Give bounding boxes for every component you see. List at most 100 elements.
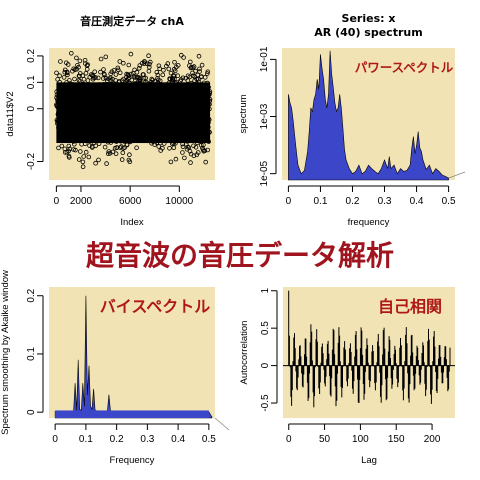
data-point [143, 75, 149, 81]
data-point [102, 144, 108, 150]
data-point [117, 70, 123, 76]
acf-bars [288, 290, 451, 408]
data-point [134, 69, 140, 75]
data-point [168, 70, 174, 76]
data-point [149, 76, 155, 82]
data-point [61, 75, 67, 80]
x-axis-label: Frequency [110, 455, 155, 466]
dense-point-band [56, 82, 211, 144]
y-tick-label: 0.5 [260, 321, 271, 335]
data-point [78, 149, 83, 154]
x-tick-label: 10000 [165, 196, 193, 207]
y-tick-label: 0.1 [26, 75, 37, 89]
chart-bispectrum: 0 0.1 0.2 0.3 0.4 0.5 0 0.1 0.2 Frequency Spectrum… [0, 270, 230, 466]
x-tick-label: 6000 [119, 196, 142, 207]
y-tick-label: 0 [26, 409, 37, 415]
chart-title: Series: x [342, 12, 396, 25]
data-point [81, 154, 86, 159]
data-point [73, 147, 78, 153]
bispectrum-tail [214, 417, 230, 431]
data-point [74, 55, 79, 61]
data-point [202, 75, 208, 80]
x-tick-label: 100 [352, 434, 369, 445]
data-point [58, 59, 63, 64]
chart-title: 音圧測定データ chA [80, 14, 184, 28]
data-point [168, 159, 174, 165]
data-point [54, 70, 59, 76]
data-point [127, 152, 132, 158]
data-point [98, 69, 103, 75]
x-tick-label: 0.1 [79, 434, 93, 445]
data-point [191, 64, 197, 69]
data-point [96, 157, 101, 163]
overlay-label: バイスペクトル [100, 297, 210, 316]
data-point [188, 59, 193, 65]
data-point [103, 75, 109, 81]
data-point [56, 145, 61, 151]
y-tick-label: 1e-05 [259, 160, 270, 186]
x-tick-label: 0 [52, 434, 58, 445]
data-point [127, 159, 133, 165]
data-point [67, 78, 72, 83]
x-tick-label: 150 [388, 434, 405, 445]
data-point [83, 71, 89, 76]
data-point [113, 151, 119, 157]
data-point [175, 73, 181, 78]
y-tick-label: -0.5 [260, 394, 271, 412]
data-point [180, 75, 186, 81]
data-point [172, 76, 177, 81]
data-point [114, 145, 120, 150]
y-axis-label: Autocorrelation [239, 321, 250, 385]
data-point [137, 63, 143, 68]
data-point [146, 53, 151, 58]
plot-background [49, 287, 215, 418]
data-point [81, 76, 87, 82]
x-tick-label: 0.4 [410, 196, 424, 207]
data-point [148, 59, 153, 65]
data-point [129, 77, 135, 83]
chart-autocorrelation: 0 50 100 150 200 -0.5 0 0.5 1 Lag Autocorrelation 自… [239, 287, 455, 466]
data-point [203, 159, 209, 165]
bispectrum-baseline [55, 410, 209, 418]
data-point [72, 76, 77, 82]
data-point [93, 143, 98, 149]
data-point [193, 145, 199, 150]
data-point [166, 66, 172, 72]
y-tick-label: 1e-01 [259, 46, 270, 72]
data-point [124, 142, 130, 148]
spectrum-area [288, 50, 449, 181]
data-point [147, 64, 152, 70]
data-point [103, 54, 109, 60]
x-axis-label: Index [120, 217, 143, 228]
x-axis-label: frequency [348, 217, 390, 228]
x-tick-label: 0.3 [378, 196, 392, 207]
data-point [134, 145, 139, 151]
data-point [147, 61, 152, 67]
x-tick-label: 0.2 [110, 434, 124, 445]
banner-title: 超音波の音圧データ解析 [86, 239, 394, 272]
chart-index-scatter: 0 2000 6000 10000 -0.2 0 0.1 0.2 Index data11$V2 音… [5, 14, 215, 228]
x-tick-label: 0.3 [140, 434, 154, 445]
data-point [180, 144, 186, 150]
data-point [113, 72, 119, 77]
data-point [205, 69, 211, 75]
data-point [67, 155, 72, 160]
x-tick-label: 0 [286, 434, 292, 445]
x-tick-label: 0.2 [346, 196, 360, 207]
data-point [171, 145, 177, 151]
data-point [122, 145, 127, 150]
data-point [66, 143, 72, 149]
data-point [98, 56, 104, 62]
data-point [156, 63, 162, 69]
y-tick-label: 1 [260, 288, 271, 294]
data-point [195, 150, 201, 155]
data-point [154, 70, 160, 75]
chart-subtitle: AR (40) spectrum [314, 26, 422, 39]
data-point [115, 65, 121, 71]
data-point [101, 67, 106, 72]
x-tick-label: 0 [286, 196, 292, 207]
data-point [199, 142, 204, 148]
data-point [197, 69, 202, 74]
data-point [92, 69, 97, 75]
data-point [77, 73, 82, 79]
